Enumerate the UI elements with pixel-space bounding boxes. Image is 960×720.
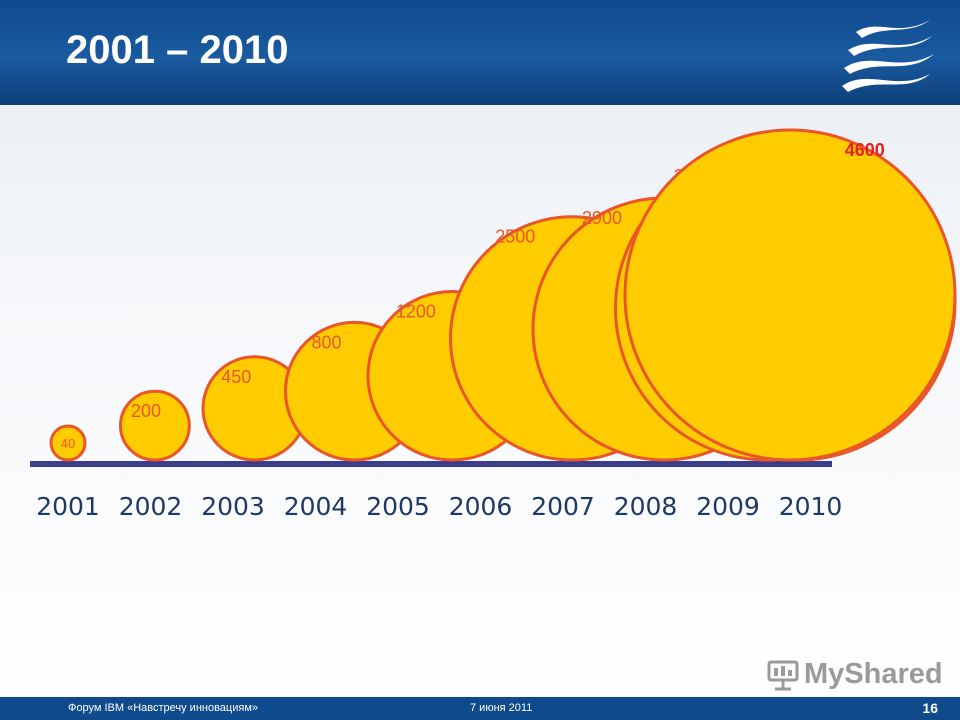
footer-bar: Форум IBM «Навстречу инновациям» 7 июня … — [0, 697, 960, 720]
year-label-2004: 2004 — [283, 492, 348, 521]
year-label-2009: 2009 — [696, 492, 760, 521]
myshared-watermark: MyShared — [764, 656, 943, 696]
year-label-2010: 2010 — [778, 492, 843, 521]
bubble-value-label-2005: 1200 — [396, 301, 436, 321]
bubble-value-label-2006: 2500 — [495, 227, 535, 247]
footer-forum-name: Форум IBM «Навстречу инновациям» — [68, 702, 259, 714]
footer-date: 7 июня 2011 — [470, 702, 533, 714]
year-label-2003: 2003 — [201, 492, 265, 521]
year-label-2002: 2002 — [118, 492, 183, 521]
page-number: 16 — [922, 700, 938, 716]
year-label-2008: 2008 — [613, 492, 678, 521]
year-label-2001: 2001 — [36, 492, 100, 521]
bubble-2010 — [623, 128, 957, 462]
page-title: 2001 – 2010 — [66, 28, 289, 72]
bubble-value-label-2003: 450 — [221, 367, 251, 387]
year-label-2005: 2005 — [366, 492, 430, 521]
year-axis-labels: 2001 2002 2003 2004 2005 2006 2007 2008 2009 2010 — [0, 492, 960, 528]
year-label-2006: 2006 — [448, 492, 513, 521]
bubble-value-label-2001: 40 — [61, 436, 75, 451]
bubble-2001 — [49, 424, 87, 462]
bubble-group: 40200450800120025002900390042004600 — [49, 128, 957, 462]
watermark-text: MyShared — [804, 658, 943, 690]
year-label-2007: 2007 — [531, 492, 595, 521]
bubble-value-label-2002: 200 — [131, 401, 161, 421]
bubble-value-label-2004: 800 — [311, 332, 341, 352]
bubble-2002 — [119, 389, 191, 462]
wave-logo-icon — [842, 20, 934, 92]
header-bar: 2001 – 2010 — [0, 0, 960, 105]
bubble-value-label-2010: 4600 — [845, 140, 885, 160]
presentation-board-icon — [767, 660, 799, 691]
bubble-value-label-2007: 2900 — [582, 208, 622, 228]
